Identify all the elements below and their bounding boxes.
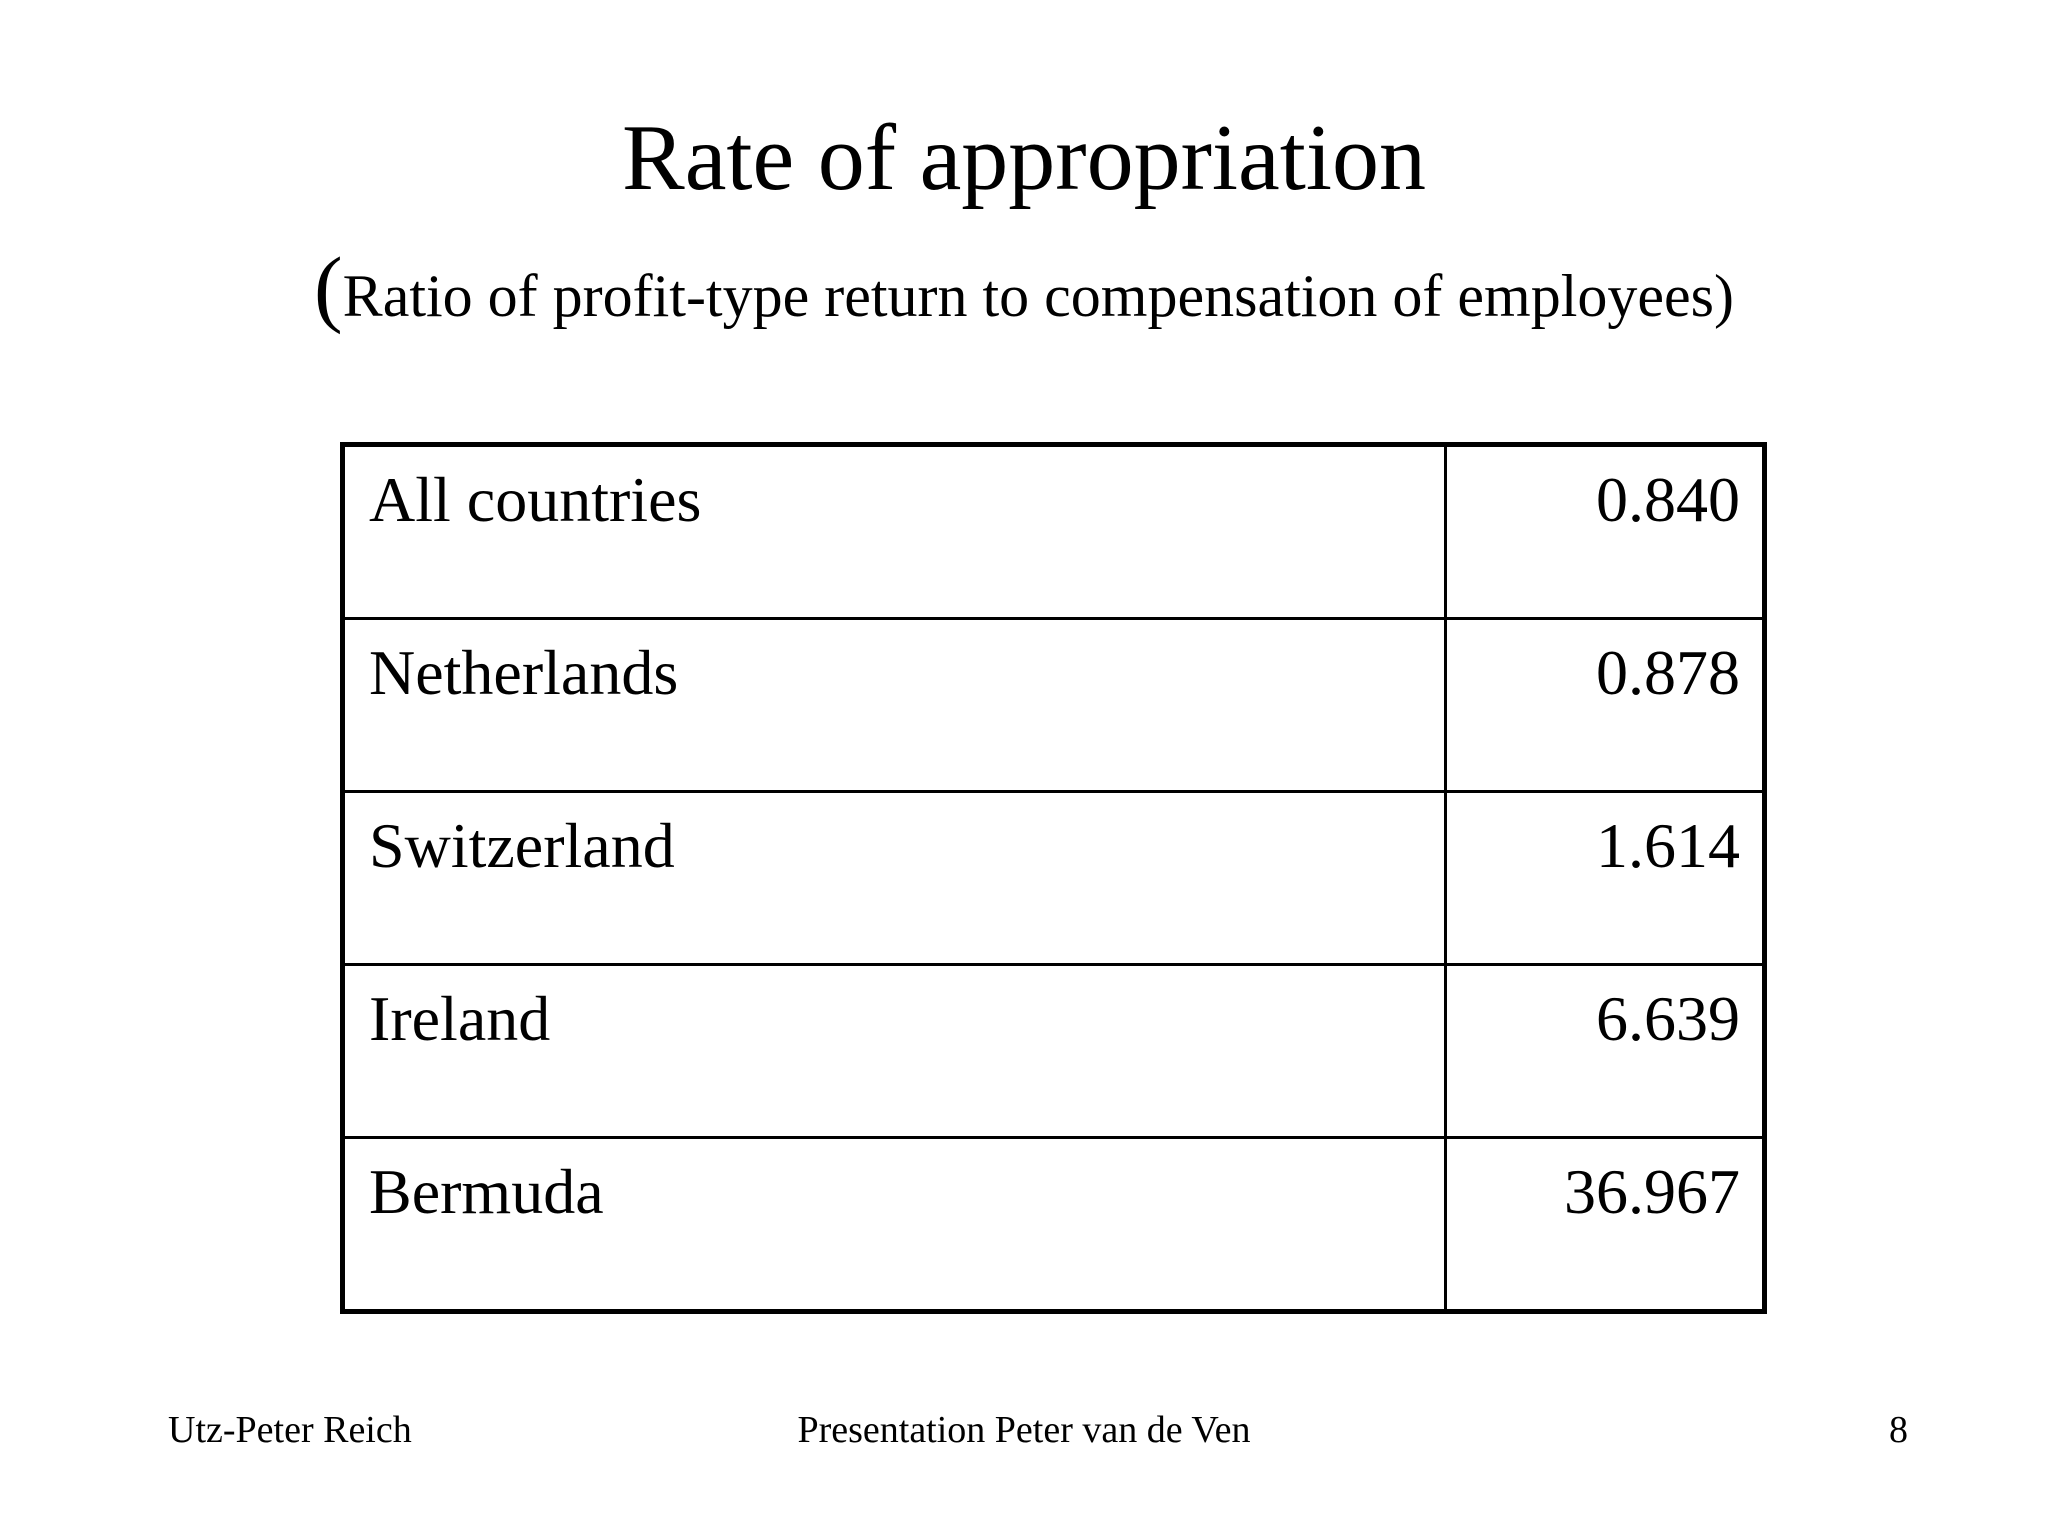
subtitle-text: Ratio of profit-type return to compensat…: [342, 263, 1714, 329]
slide-title: Rate of appropriation: [622, 106, 1426, 210]
rate-table: All countries 0.840 Netherlands 0.878 Sw…: [340, 442, 1767, 1314]
row-value: 6.639: [1444, 963, 1766, 1139]
row-value: 0.840: [1444, 443, 1766, 620]
row-label: Switzerland: [341, 790, 1447, 966]
footer-page-number: 8: [1889, 1409, 1908, 1451]
row-value: 1.614: [1444, 790, 1766, 966]
slide-footer: Utz-Peter Reich Presentation Peter van d…: [0, 1408, 2048, 1468]
table-row: Netherlands 0.878: [341, 617, 1766, 793]
row-label: Netherlands: [341, 617, 1447, 793]
subtitle-close-paren: ): [1713, 263, 1734, 329]
table-row: Switzerland 1.614: [341, 790, 1766, 966]
row-value: 36.967: [1444, 1136, 1766, 1313]
footer-author: Utz-Peter Reich: [168, 1409, 412, 1451]
subtitle-open-paren: (: [314, 239, 343, 335]
row-label: All countries: [341, 443, 1447, 620]
table-row: Bermuda 36.967: [341, 1136, 1766, 1313]
table-row: Ireland 6.639: [341, 963, 1766, 1139]
row-value: 0.878: [1444, 617, 1766, 793]
row-label: Bermuda: [341, 1136, 1447, 1313]
rate-table-body: All countries 0.840 Netherlands 0.878 Sw…: [341, 443, 1766, 1313]
row-label: Ireland: [341, 963, 1447, 1139]
slide-subtitle: (Ratio of profit-type return to compensa…: [0, 236, 2048, 339]
footer-presentation-credit: Presentation Peter van de Ven: [797, 1409, 1251, 1451]
table-row: All countries 0.840: [341, 443, 1766, 620]
